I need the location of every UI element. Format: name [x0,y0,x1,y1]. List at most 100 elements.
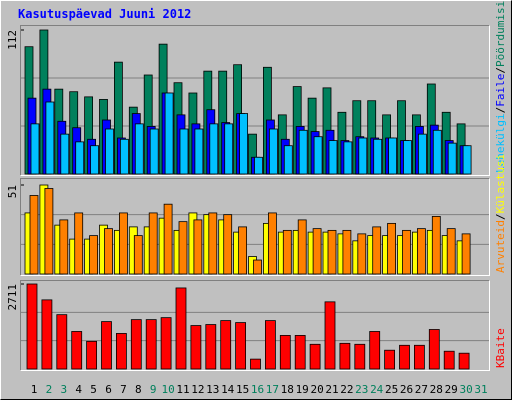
bar [44,188,54,275]
bar [432,129,442,175]
x-tick-label: 29 [445,383,458,396]
bar [312,228,322,275]
x-tick-label: 7 [120,383,127,396]
bar [298,129,308,175]
y-tick-label: 112 [6,30,19,50]
bar [447,142,457,175]
panel-edge-dark [20,280,490,371]
legend-entry: Pöördumisi [494,1,507,67]
x-tick-label: 31 [474,383,487,396]
x-tick-label: 17 [266,383,279,396]
bar [56,314,68,370]
x-tick-label: 28 [430,383,443,396]
bar [399,344,410,370]
x-tick-label: 11 [176,383,189,396]
bar [354,343,366,370]
x-tick-label: 16 [251,383,264,396]
panel-edge-dark [20,25,490,176]
bar [327,229,337,275]
bar [253,259,262,275]
legend: Arvuteid/Külastusi [494,154,507,273]
panel [20,280,490,371]
bar [254,156,263,175]
bar [384,349,396,370]
panel-edge-light [20,178,490,276]
bar [41,299,53,370]
bar [205,324,217,370]
bar [431,216,441,275]
bar [250,358,261,370]
bar [357,233,367,275]
bar [458,352,470,370]
x-tick-label: 14 [221,383,235,396]
bar [372,226,382,275]
bar [294,335,306,370]
bar [373,138,383,175]
bar [446,228,456,275]
bar [116,333,127,370]
bar [209,123,219,175]
bar [163,203,173,275]
bar [45,101,55,175]
bar [461,233,471,275]
bar [130,319,142,370]
bar [339,342,351,370]
bar [343,141,353,175]
chart-title: Kasutuspäevad Juuni 2012 [18,7,191,21]
x-tick-label: 22 [340,383,353,396]
legend-separator: / [494,107,507,114]
bar [149,128,159,175]
bar [283,145,293,175]
y-tick-label: 2711 [6,284,19,311]
bar [279,335,291,370]
panel-edge-light [20,25,490,176]
bar [145,319,157,370]
x-tick-label: 3 [60,383,67,396]
legend-separator: / [494,67,507,74]
bar [160,317,172,370]
bar [443,350,455,370]
bar [324,301,336,370]
bar [104,228,113,275]
bar [416,228,426,275]
bar [89,235,98,275]
bar [208,212,218,275]
bar [133,235,143,275]
y-tick-label: 51 [6,185,19,198]
x-tick-label: 12 [191,383,204,396]
bar [264,320,276,370]
x-tick-label: 23 [355,383,368,396]
x-tick-label: 27 [415,383,428,396]
bar [71,331,83,370]
bar [60,133,70,175]
bar [328,140,338,175]
bar [297,219,307,275]
legend-separator: / [494,213,507,220]
x-tick-label: 30 [459,383,472,396]
bar [86,340,97,370]
bar [148,212,158,275]
bar [402,229,411,275]
x-tick-label: 6 [105,383,112,396]
bar [105,128,114,175]
x-tick-label: 25 [385,383,398,396]
x-tick-label: 19 [296,383,309,396]
bar [74,212,84,275]
x-tick-label: 1 [31,383,38,396]
bar [178,221,188,275]
bar [179,128,189,175]
bar [29,195,39,275]
bar [26,283,38,370]
bar [193,219,203,275]
legend-entry: Lehekülgi [494,113,507,173]
bar [358,137,368,175]
bar [428,329,440,370]
legend-entry: Arvuteid [494,220,507,273]
bar [313,136,323,175]
legend-entry: KBaite [494,328,507,368]
bar [235,322,247,370]
x-tick-label: 13 [206,383,219,396]
bar [190,325,202,370]
